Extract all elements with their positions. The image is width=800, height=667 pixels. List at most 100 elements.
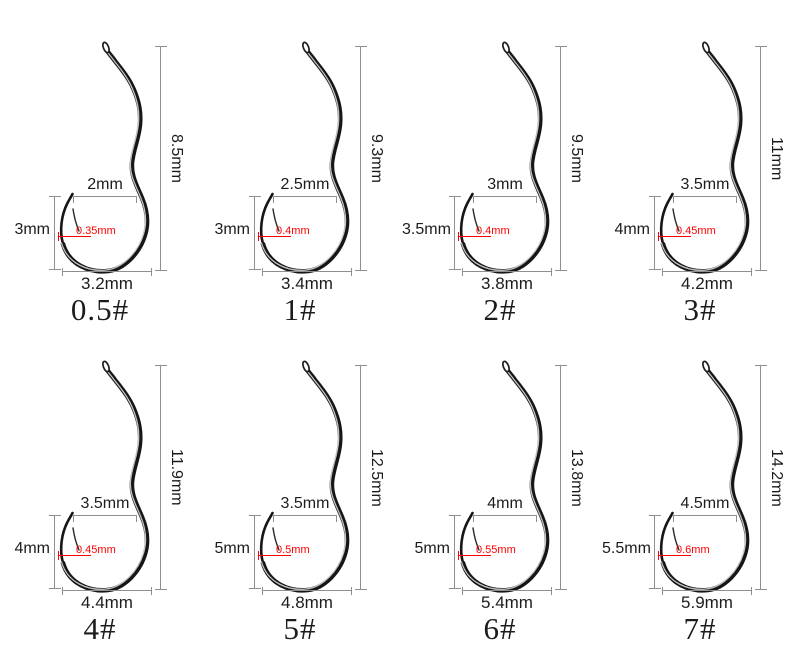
tick-mark bbox=[662, 587, 663, 595]
gape-dimension-line bbox=[673, 196, 737, 203]
tick-mark bbox=[351, 268, 352, 276]
hook-highlight-path bbox=[260, 369, 347, 590]
tick-mark bbox=[73, 516, 74, 522]
tick-mark bbox=[155, 365, 167, 366]
point-height-label: 3.5mm bbox=[402, 221, 451, 238]
height-dimension-label: 8.5mm bbox=[168, 134, 185, 183]
tick-mark bbox=[555, 365, 567, 366]
hook-size-label: 5# bbox=[283, 611, 317, 646]
hook-barb-path bbox=[72, 527, 80, 551]
gape-width-label: 3.5mm bbox=[280, 495, 330, 512]
hook-barb-path bbox=[72, 208, 80, 232]
bottom-width-dimension-line bbox=[662, 268, 752, 276]
gape-width-label: 2.5mm bbox=[280, 176, 330, 193]
bottom-width-label: 4.8mm bbox=[281, 593, 333, 612]
tick-mark bbox=[249, 515, 261, 516]
height-dimension-line bbox=[755, 365, 767, 590]
tick-mark bbox=[555, 589, 567, 590]
hook-spec-content: 9.3mm 2.5mm 3mm 0.4mm 3.4mm 1# bbox=[200, 0, 400, 333]
bottom-width-label: 4.2mm bbox=[681, 274, 733, 293]
height-dimension-label: 9.5mm bbox=[568, 134, 585, 183]
hook-point-path bbox=[659, 511, 674, 565]
tick-mark bbox=[73, 197, 74, 203]
hook-point-path bbox=[459, 192, 474, 246]
tick-mark bbox=[151, 268, 152, 276]
hook-eye-icon bbox=[502, 360, 510, 373]
hook-shank-path bbox=[460, 368, 550, 593]
fishing-hook-illustration bbox=[459, 360, 550, 593]
height-dimension-line bbox=[555, 46, 567, 271]
hook-eye-icon bbox=[502, 41, 510, 54]
tick-mark bbox=[673, 516, 674, 522]
bottom-width-dimension-line bbox=[62, 587, 152, 595]
hook-point-path bbox=[259, 511, 274, 565]
tick-mark bbox=[755, 589, 767, 590]
hook-highlight-path bbox=[260, 50, 347, 271]
tick-mark bbox=[649, 515, 661, 516]
gape-width-label: 3mm bbox=[487, 176, 523, 193]
wire-diameter-label: 0.45mm bbox=[676, 225, 716, 237]
hook-size-label: 0.5# bbox=[70, 292, 130, 327]
hook-barb-path bbox=[472, 527, 480, 551]
hook-spec-cell: 8.5mm 2mm 3mm 0.35mm 3.2mm 0.5# bbox=[0, 0, 200, 333]
hook-size-label: 7# bbox=[683, 611, 717, 646]
wire-diameter-label: 0.45mm bbox=[76, 544, 116, 556]
hook-spec-content: 12.5mm 3.5mm 5mm 0.5mm 4.8mm 5# bbox=[200, 333, 400, 653]
hook-spec-cell: 9.5mm 3mm 3.5mm 0.4mm 3.8mm 2# bbox=[400, 0, 600, 333]
hook-eye-icon bbox=[102, 360, 110, 373]
tick-mark bbox=[649, 588, 661, 589]
wire-diameter-dimension-line bbox=[58, 236, 91, 237]
fishing-hook-illustration bbox=[659, 360, 750, 593]
hook-eye-icon bbox=[102, 41, 110, 54]
fishing-hook-illustration bbox=[59, 41, 150, 274]
hook-barb-path bbox=[272, 527, 280, 551]
hook-eye-icon bbox=[302, 360, 310, 373]
hook-size-label: 2# bbox=[483, 292, 517, 327]
height-dimension-line bbox=[355, 365, 367, 590]
tick-mark bbox=[462, 268, 463, 276]
gape-dimension-line bbox=[73, 515, 137, 522]
tick-mark bbox=[249, 588, 261, 589]
hook-spec-cell: 9.3mm 2.5mm 3mm 0.4mm 3.4mm 1# bbox=[200, 0, 400, 333]
hook-point-path bbox=[259, 192, 274, 246]
height-dimension-label: 11mm bbox=[768, 136, 785, 181]
hook-shank-path bbox=[60, 368, 150, 593]
tick-mark bbox=[273, 197, 274, 203]
tick-mark bbox=[62, 268, 63, 276]
point-height-label: 3mm bbox=[214, 221, 250, 238]
tick-mark bbox=[49, 269, 61, 270]
tick-mark bbox=[136, 197, 137, 203]
tick-mark bbox=[662, 268, 663, 276]
tick-mark bbox=[262, 268, 263, 276]
hook-eye-icon bbox=[702, 41, 710, 54]
point-height-dimension-line bbox=[49, 196, 61, 270]
height-dimension-line bbox=[355, 46, 367, 271]
hook-spec-content: 11.9mm 3.5mm 4mm 0.45mm 4.4mm 4# bbox=[0, 333, 200, 653]
bottom-width-dimension-line bbox=[62, 268, 152, 276]
hook-spec-cell: 12.5mm 3.5mm 5mm 0.5mm 4.8mm 5# bbox=[200, 333, 400, 667]
tick-mark bbox=[751, 587, 752, 595]
gape-dimension-line bbox=[473, 515, 537, 522]
hook-spec-content: 14.2mm 4.5mm 5.5mm 0.6mm 5.9mm 7# bbox=[600, 333, 800, 653]
wire-diameter-dimension-line bbox=[258, 236, 291, 237]
bottom-width-dimension-line bbox=[662, 587, 752, 595]
hook-shank-path bbox=[60, 49, 150, 274]
point-height-label: 5mm bbox=[214, 540, 250, 557]
wire-diameter-dimension-line bbox=[458, 236, 491, 237]
bottom-width-dimension-line bbox=[262, 587, 352, 595]
tick-mark bbox=[751, 268, 752, 276]
gape-dimension-line bbox=[273, 196, 337, 203]
hook-shank-path bbox=[660, 49, 750, 274]
tick-mark bbox=[555, 46, 567, 47]
bottom-width-label: 3.2mm bbox=[81, 274, 133, 293]
hook-spec-cell: 14.2mm 4.5mm 5.5mm 0.6mm 5.9mm 7# bbox=[600, 333, 800, 667]
tick-mark bbox=[49, 588, 61, 589]
fishing-hook-illustration bbox=[59, 360, 150, 593]
tick-mark bbox=[49, 515, 61, 516]
tick-mark bbox=[473, 516, 474, 522]
hook-highlight-path bbox=[60, 50, 147, 271]
hook-barb-path bbox=[672, 208, 680, 232]
tick-mark bbox=[449, 588, 461, 589]
wire-diameter-label: 0.6mm bbox=[676, 544, 710, 556]
